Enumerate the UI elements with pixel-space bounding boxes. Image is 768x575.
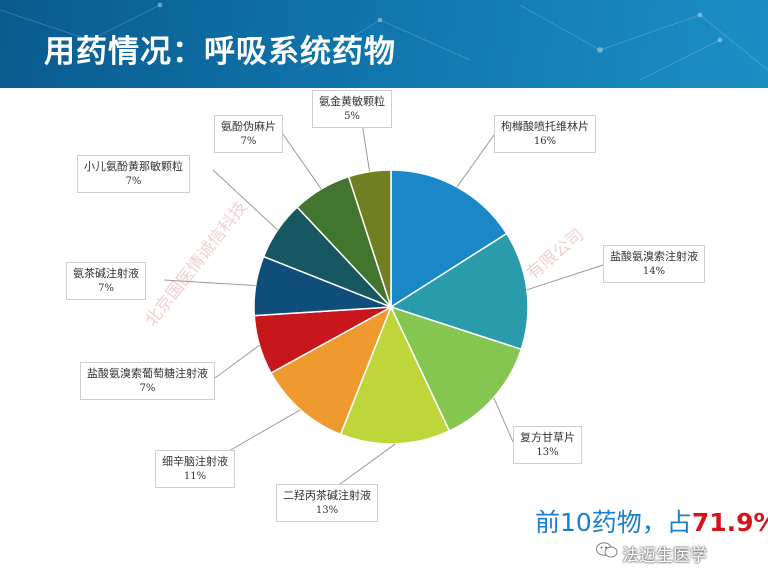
summary-highlight: 71.9% <box>691 508 768 537</box>
pie-label-value: 5% <box>344 111 360 122</box>
pie-label: 盐酸氨溴索葡萄糖注射液 7% <box>80 362 215 400</box>
pie-label: 细辛脑注射液 11% <box>155 450 235 488</box>
pie-slice <box>269 305 393 436</box>
pie-label-name: 复方甘草片 <box>520 431 575 444</box>
pie-label-value: 7% <box>98 283 114 294</box>
pie-label-value: 13% <box>536 447 559 458</box>
network-pattern <box>0 2 768 81</box>
leader-line <box>163 279 256 287</box>
wechat-icon <box>596 542 618 558</box>
pie-chart <box>163 122 604 485</box>
pie-label-value: 7% <box>125 176 142 187</box>
pie-label-name: 二羟丙茶碱注射液 <box>283 489 371 502</box>
pie-label-name: 盐酸氨溴索葡萄糖注射液 <box>87 367 208 380</box>
pie-label-name: 盐酸氨溴索注射液 <box>610 250 698 263</box>
pie-label: 复方甘草片 13% <box>513 426 582 464</box>
pie-label-value: 16% <box>533 136 557 147</box>
leader-line <box>279 129 322 190</box>
pie-label-value: 7% <box>240 136 257 147</box>
leader-line <box>361 122 371 172</box>
leader-line <box>493 397 514 443</box>
summary-text: 前10药物，占71.9% <box>535 503 768 539</box>
pie-label: 氨酚伪麻片 7% <box>214 115 283 153</box>
leader-line <box>456 134 495 188</box>
pie-label: 盐酸氨溴索注射液 14% <box>603 245 705 283</box>
pie-label-value: 14% <box>642 266 666 277</box>
pie-slice <box>347 169 392 308</box>
leader-line <box>339 443 396 485</box>
pie-slice <box>339 305 451 445</box>
pie-label-name: 氨金黄敏颗粒 <box>319 95 385 108</box>
brand-name: 法迈生医学 <box>622 546 707 566</box>
pie-label-value: 7% <box>139 383 156 394</box>
pie-label: 二羟丙茶碱注射液 13% <box>276 484 378 522</box>
pie-label-value: 11% <box>183 471 207 482</box>
page-title: 用药情况：呼吸系统药物 <box>44 34 396 70</box>
pie-label: 氨茶碱注射液 7% <box>66 262 146 300</box>
pie-label: 枸橼酸喷托维林片 16% <box>494 115 596 153</box>
pie-slice <box>389 305 523 432</box>
leader-line <box>212 169 279 231</box>
pie-label-value: 13% <box>315 505 339 516</box>
leader-line <box>214 344 260 379</box>
pie-label: 氨金黄敏颗粒 5% <box>312 90 392 128</box>
leader-line <box>221 409 301 456</box>
pie-slice <box>389 232 529 351</box>
pie-label-name: 枸橼酸喷托维林片 <box>501 120 589 133</box>
header-banner: 用药情况：呼吸系统药物 <box>0 0 768 88</box>
summary-prefix: 前10药物，占 <box>535 508 692 537</box>
pie-slice <box>390 169 508 309</box>
pie-label-name: 氨茶碱注射液 <box>73 267 139 280</box>
pie-label-name: 小儿氨酚黄那敏颗粒 <box>84 160 183 173</box>
pie-label-name: 氨酚伪麻片 <box>221 120 276 133</box>
pie-label: 小儿氨酚黄那敏颗粒 7% <box>77 155 190 193</box>
leader-line <box>526 264 604 291</box>
pie-label-name: 细辛脑注射液 <box>162 455 228 468</box>
